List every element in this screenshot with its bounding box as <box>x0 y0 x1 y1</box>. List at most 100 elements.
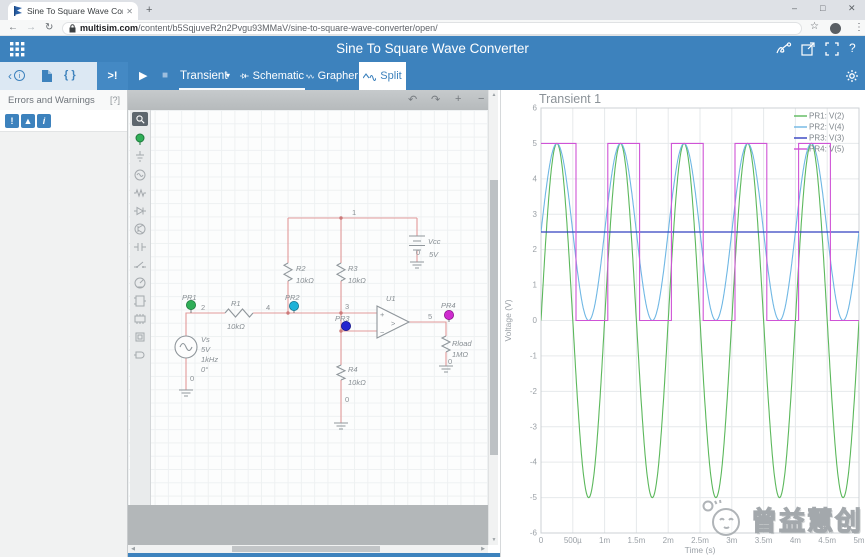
tab-close-icon[interactable]: ✕ <box>123 7 133 16</box>
digital-ic-tool-icon[interactable] <box>133 312 147 326</box>
transistor-tool-icon[interactable] <box>133 222 147 236</box>
window-maximize-button[interactable]: □ <box>820 3 825 13</box>
window-close-button[interactable]: ✕ <box>848 3 856 14</box>
probe-PR4[interactable] <box>444 310 453 319</box>
module-tool-icon[interactable] <box>133 330 147 344</box>
tab-schematic[interactable]: Schematic <box>240 62 304 90</box>
annotate-icon[interactable] <box>776 42 792 56</box>
reload-icon[interactable]: ↻ <box>45 22 53 34</box>
back-icon[interactable]: ← <box>8 22 18 34</box>
capacitor-tool-icon[interactable] <box>133 240 147 254</box>
window-minimize-button[interactable]: – <box>792 3 797 13</box>
screen: Sine To Square Wave Convert... ✕ + – □ ✕… <box>0 0 865 557</box>
switch-tool-icon[interactable] <box>133 258 147 272</box>
stop-simulation-button[interactable]: ■ <box>162 70 168 81</box>
y-tick-label: -5 <box>530 493 538 502</box>
resistor-R3[interactable] <box>337 263 345 281</box>
collapse-panel-icon[interactable]: ‹i <box>8 69 25 83</box>
opamp-plus-input: + <box>380 310 385 319</box>
meter-tool-icon[interactable] <box>133 276 147 290</box>
info-filter-icon[interactable]: i <box>37 114 51 128</box>
y-tick-label: -2 <box>530 387 538 396</box>
node-label: 4 <box>266 303 270 312</box>
forward-icon[interactable]: → <box>26 22 36 34</box>
comparator-symbol: > <box>391 319 396 328</box>
diode-tool-icon[interactable] <box>133 204 147 218</box>
vertical-scrollbar[interactable]: ▲ ▼ <box>488 90 498 545</box>
component-search-button[interactable] <box>132 112 148 126</box>
zoom-out-icon[interactable]: − <box>478 93 484 105</box>
transient-plot[interactable]: 0500µ1m1.5m2m2.5m3m3.5m4m4.5m5m6543210-1… <box>501 90 865 557</box>
connector-tool-icon[interactable] <box>133 348 147 362</box>
zoom-in-icon[interactable]: + <box>455 93 461 105</box>
ground-tool-icon[interactable] <box>133 150 147 164</box>
u1-ref-label: U1 <box>386 294 396 303</box>
tab-grapher[interactable]: Grapher <box>306 62 358 90</box>
tab-split[interactable]: Split <box>359 62 406 90</box>
resistor-R1[interactable] <box>225 309 253 317</box>
resistor-R2[interactable] <box>284 263 292 281</box>
legend-entry[interactable]: PR1: V(2) <box>809 112 844 121</box>
errors-warnings-panel: Errors and Warnings [?] ! ▲ i <box>0 90 128 557</box>
power-source-tool-icon[interactable] <box>133 168 147 182</box>
toolbar: ‹i { } >! ▶ ■ Transient ▾ Schematic Grap… <box>0 62 865 90</box>
redo-icon[interactable]: ↷ <box>431 93 440 106</box>
scroll-right-icon[interactable]: ▶ <box>478 546 488 552</box>
vs-phase-label: 0° <box>201 365 208 374</box>
new-tab-button[interactable]: + <box>146 4 152 16</box>
legend-entry[interactable]: PR4: V(5) <box>809 145 844 154</box>
document-icon[interactable] <box>42 70 52 82</box>
browser-tab[interactable]: Sine To Square Wave Convert... ✕ <box>8 2 138 20</box>
analog-ic-tool-icon[interactable] <box>133 294 147 308</box>
warning-filter-icon[interactable]: ▲ <box>21 114 35 128</box>
scroll-up-icon[interactable]: ▲ <box>489 92 499 98</box>
gear-icon[interactable] <box>845 69 859 83</box>
legend-entry[interactable]: PR2: V(4) <box>809 123 844 132</box>
errors-filter-row <box>0 110 127 132</box>
resistor-tool-icon[interactable] <box>133 186 147 200</box>
y-tick-label: 3 <box>533 210 538 219</box>
url-field[interactable]: multisim.com/content/b5SqjuveR2n2Pvgu93M… <box>62 22 802 35</box>
errors-help-badge[interactable]: [?] <box>110 95 120 105</box>
probe-tool-icon[interactable] <box>133 132 147 146</box>
fullscreen-icon[interactable] <box>825 42 839 56</box>
simulation-mode-label[interactable]: Transient <box>180 70 228 82</box>
resistor-Rload[interactable] <box>442 336 450 352</box>
vertical-scrollbar-thumb[interactable] <box>490 180 498 455</box>
probe-PR2[interactable] <box>289 301 298 310</box>
component-toolbar <box>130 110 151 505</box>
node-label: 0 <box>190 374 194 383</box>
scroll-left-icon[interactable]: ◀ <box>128 546 138 552</box>
y-tick-label: 2 <box>533 245 538 254</box>
horizontal-scrollbar[interactable]: ◀ ▶ <box>128 545 488 553</box>
undo-icon[interactable]: ↶ <box>408 93 417 106</box>
resistor-R4[interactable] <box>337 365 345 380</box>
code-braces-icon[interactable]: { } <box>64 68 76 82</box>
node-label: 3 <box>345 302 349 311</box>
legend-entry[interactable]: PR3: V(3) <box>809 134 844 143</box>
open-external-icon[interactable] <box>801 42 815 56</box>
horizontal-scrollbar-thumb[interactable] <box>232 546 380 552</box>
node-label: 1 <box>352 208 356 217</box>
info-icon: i <box>14 70 25 81</box>
run-simulation-button[interactable]: ▶ <box>139 69 147 82</box>
r2-value-label: 10kΩ <box>296 276 314 285</box>
y-tick-label: 6 <box>533 104 538 113</box>
browser-menu-icon[interactable]: ⋮ <box>854 22 864 33</box>
error-filter-icon[interactable]: ! <box>5 114 19 128</box>
grapher-pane: Transient 1 0500µ1m1.5m2m2.5m3m3.5m4m4.5… <box>500 90 865 557</box>
chevron-down-icon[interactable]: ▾ <box>226 71 230 80</box>
node-label: 0 <box>416 248 420 257</box>
scroll-down-icon[interactable]: ▼ <box>489 537 499 543</box>
errors-console-tab[interactable]: >! <box>97 62 128 90</box>
profile-avatar[interactable] <box>830 23 841 34</box>
y-tick-label: 0 <box>533 316 538 325</box>
pr2-label: PR2 <box>285 293 300 302</box>
opamp-minus-input: − <box>380 328 385 337</box>
help-icon[interactable]: ? <box>849 41 856 55</box>
rload-ref-label: Rload <box>452 339 472 348</box>
watermark-logo-icon <box>699 498 745 540</box>
bookmark-star-icon[interactable]: ☆ <box>810 21 819 32</box>
apps-grid-icon[interactable] <box>10 42 25 57</box>
y-tick-label: -3 <box>530 422 538 431</box>
